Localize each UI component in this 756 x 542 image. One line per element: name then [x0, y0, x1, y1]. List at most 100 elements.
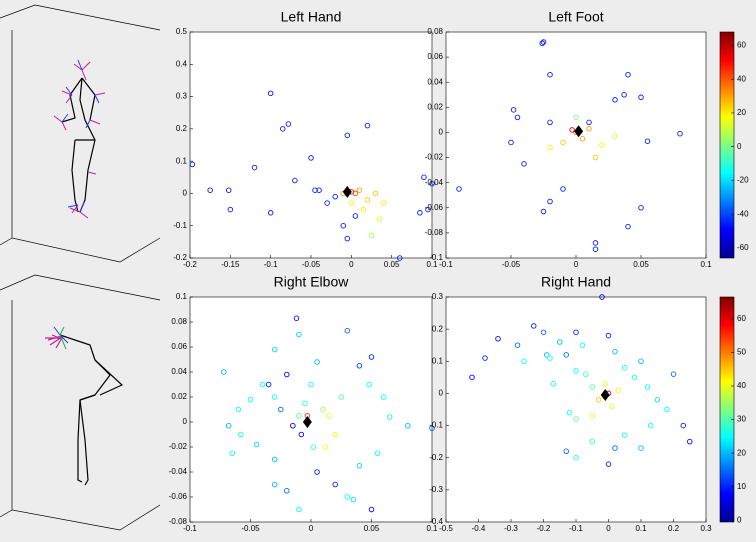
y-tick-label: 0.08 [427, 27, 443, 36]
point [664, 406, 670, 413]
point [366, 381, 372, 388]
point [514, 342, 521, 348]
colorbar-tick-label: 50 [737, 348, 746, 357]
point [368, 354, 375, 360]
point [622, 364, 628, 371]
colorbar [719, 296, 735, 523]
point [579, 342, 586, 348]
x-tick-label: -0.2 [183, 260, 197, 269]
point [298, 431, 305, 438]
point [308, 381, 314, 388]
point [372, 190, 379, 197]
point [238, 431, 244, 438]
x-tick-label: -0.5 [439, 524, 453, 533]
colorbar-tick-label: 10 [737, 482, 746, 491]
point [253, 441, 260, 448]
point [589, 413, 596, 419]
chart-title: Right Elbow [274, 274, 350, 290]
x-tick-label: 0.05 [633, 260, 649, 269]
point [677, 130, 683, 137]
x-tick-label: 0.1 [700, 260, 712, 269]
point [599, 294, 605, 300]
point [654, 397, 661, 403]
point [251, 164, 258, 171]
point [320, 406, 326, 413]
y-tick-label: -0.1 [429, 253, 443, 262]
colorbar-tick-label: 60 [737, 41, 746, 50]
point [396, 255, 403, 261]
point [644, 138, 651, 144]
y-tick-label: -0.1 [173, 221, 187, 230]
colorbar [719, 31, 735, 259]
y-tick-label: 0.5 [176, 27, 188, 36]
point [638, 358, 644, 365]
colorbar-tick-label: 0 [737, 515, 742, 524]
point [638, 205, 644, 211]
point [235, 406, 242, 413]
y-tick-label: -0.06 [425, 203, 444, 212]
y-tick-label: 0.3 [176, 92, 188, 101]
point [592, 246, 599, 252]
point [405, 423, 411, 429]
x-tick-label: -0.15 [221, 260, 240, 269]
point [547, 355, 553, 361]
point [569, 127, 575, 133]
x-tick-label: 0.1 [426, 260, 438, 269]
point [350, 496, 357, 503]
point [573, 454, 579, 461]
point [670, 371, 677, 377]
point [356, 187, 363, 193]
point [312, 187, 318, 193]
point [596, 397, 602, 403]
point [495, 336, 501, 342]
point [429, 180, 435, 187]
point [310, 444, 317, 450]
point [267, 210, 274, 216]
point [579, 135, 586, 142]
point [573, 368, 579, 374]
point [296, 506, 302, 513]
y-tick-label: 0 [439, 389, 444, 398]
colorbar-tick-label: 20 [737, 108, 746, 117]
point [344, 494, 351, 500]
point [344, 132, 351, 139]
point [648, 422, 654, 429]
point [344, 235, 351, 242]
skeleton-panel-bottom [0, 274, 161, 531]
point [352, 213, 359, 219]
y-tick-label: -0.3 [429, 485, 443, 494]
plot-area [445, 296, 707, 523]
point [589, 438, 596, 445]
point [284, 371, 290, 378]
y-tick-label: -0.02 [425, 153, 444, 162]
point [364, 122, 371, 129]
y-tick-label: -0.1 [429, 421, 443, 430]
point [314, 469, 320, 475]
point [563, 352, 570, 358]
y-tick-label: 0 [183, 417, 188, 426]
point [592, 240, 599, 246]
x-tick-label: 0.1 [426, 524, 438, 533]
point [225, 187, 232, 193]
point [360, 206, 367, 213]
mean-marker [600, 389, 610, 402]
point [376, 216, 383, 223]
x-tick-label: 0.1 [635, 524, 647, 533]
point [586, 119, 592, 126]
point [425, 206, 431, 213]
mean-marker [342, 185, 352, 198]
point [539, 40, 545, 47]
x-tick-label: -0.3 [504, 524, 518, 533]
point [612, 97, 618, 103]
point [364, 197, 371, 203]
point [332, 431, 338, 438]
point [482, 355, 488, 361]
point [356, 463, 363, 469]
point [332, 481, 338, 488]
point [631, 374, 638, 381]
point [680, 422, 687, 429]
y-tick-label: 0.1 [176, 292, 188, 301]
colorbar-tick-label: 60 [737, 314, 746, 323]
point [625, 71, 631, 78]
